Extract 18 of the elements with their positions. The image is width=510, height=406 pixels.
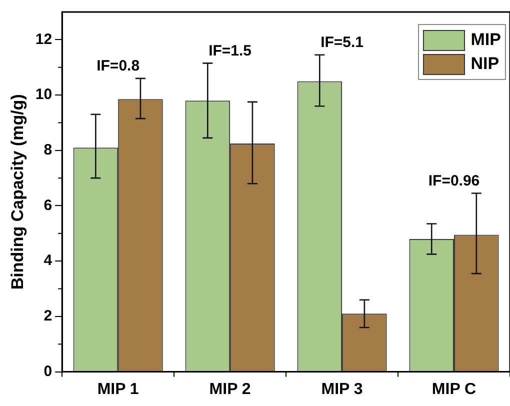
y-axis-title: Binding Capacity (mg/g) — [8, 94, 27, 290]
y-tick-label: 4 — [44, 252, 53, 270]
annotation: IF=0.8 — [96, 58, 140, 75]
x-tick-label: MIP 1 — [97, 380, 139, 398]
y-tick-label: 0 — [44, 362, 52, 380]
annotation: IF=1.5 — [208, 42, 252, 60]
legend-label: NIP — [470, 54, 500, 74]
y-tick-label: 6 — [44, 196, 52, 214]
x-tick-label: MIP 2 — [209, 380, 251, 398]
y-tick-label: 2 — [44, 308, 52, 325]
y-tick-label: 12 — [35, 30, 52, 48]
x-tick-label: MIP C — [432, 380, 477, 398]
x-tick-label: MIP 3 — [321, 380, 363, 398]
legend-label: MIP — [470, 30, 501, 50]
y-tick-label: 10 — [35, 86, 52, 104]
y-tick-label: 8 — [44, 142, 52, 159]
annotation: IF=5.1 — [320, 34, 364, 52]
annotation: IF=0.96 — [428, 172, 480, 190]
